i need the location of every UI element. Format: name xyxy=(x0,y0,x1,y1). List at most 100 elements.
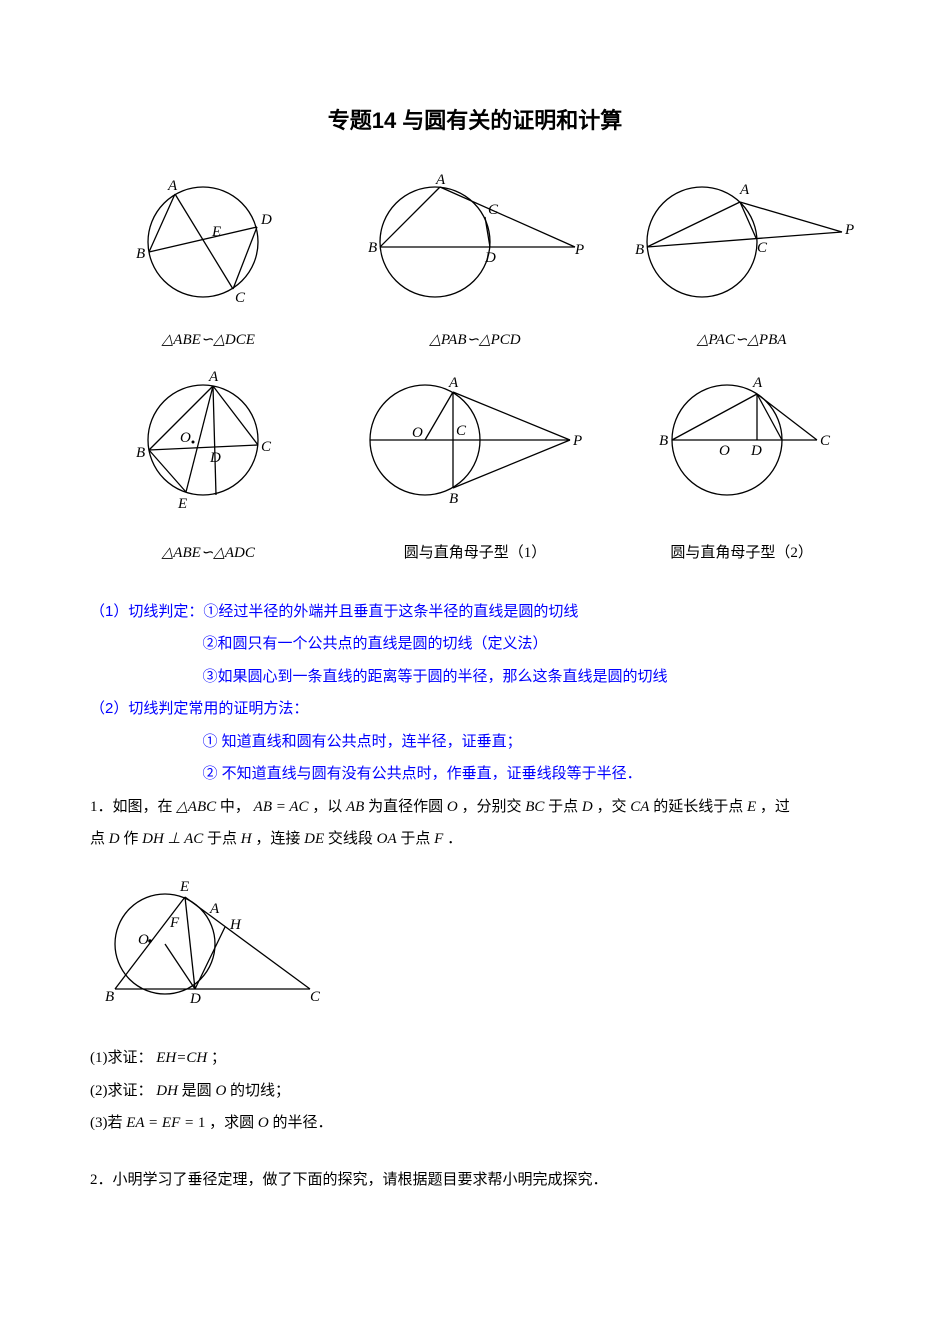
diagram-svg: A B C D E O xyxy=(118,365,298,525)
math: OA xyxy=(377,831,397,847)
diagram-caption: △ABE∽△DCE xyxy=(90,326,327,355)
diagram-1-3: A B C P △PAC∽△PBA xyxy=(623,172,860,355)
question-1-part1: (1)求证： EH=CH ； xyxy=(90,1044,860,1073)
text: 交线段 xyxy=(328,831,377,847)
math: AB xyxy=(346,799,364,815)
diagram-caption: 圆与直角母子型（2） xyxy=(623,539,860,568)
note-line: （1）切线判定：①经过半径的外端并且垂直于这条半径的直线是圆的切线 xyxy=(90,598,860,627)
math: EH=CH xyxy=(156,1050,207,1066)
diagram-svg: A B C D E xyxy=(118,172,298,312)
question-1: 1．如图，在 △ABC 中， AB = AC ，以 AB 为直径作圆 O ，分别… xyxy=(90,793,860,822)
math: AB = AC xyxy=(254,799,309,815)
note-line: （2）切线判定常用的证明方法： xyxy=(90,695,860,724)
note-line: ②和圆只有一个公共点的直线是圆的切线（定义法） xyxy=(90,630,860,659)
math: O xyxy=(215,1083,226,1099)
math: E xyxy=(747,799,756,815)
math: DH xyxy=(156,1083,178,1099)
text: 的延长线于点 xyxy=(653,799,747,815)
diagram-2-2: A B C O P 圆与直角母子型（1） xyxy=(357,365,594,568)
text: ； xyxy=(211,1050,226,1066)
math: DE xyxy=(304,831,324,847)
point-label: O xyxy=(412,425,423,441)
text: 的切线； xyxy=(230,1083,290,1099)
question-1-part2: (2)求证： DH 是圆 O 的切线； xyxy=(90,1077,860,1106)
question-2: 2．小明学习了垂径定理，做了下面的探究，请根据题目要求帮小明完成探究． xyxy=(90,1166,860,1195)
math: H xyxy=(241,831,252,847)
math: △ABC xyxy=(176,799,216,815)
text: ，求圆 xyxy=(209,1115,254,1131)
diagram-caption: △PAC∽△PBA xyxy=(623,326,860,355)
point-label: C xyxy=(261,439,272,455)
point-label: H xyxy=(229,917,242,933)
point-label: B xyxy=(105,989,114,1005)
math: O xyxy=(258,1115,269,1131)
question-1-line2: 点 D 作 DH ⊥ AC 于点 H ，连接 DE 交线段 OA 于点 F ． xyxy=(90,825,860,854)
point-label: A xyxy=(167,178,178,194)
point-label: D xyxy=(260,212,272,228)
diagram-2-1: A B C D E O △ABE∽△ADC xyxy=(90,365,327,568)
point-label: C xyxy=(235,290,246,306)
point-label: O xyxy=(719,443,730,459)
point-label: B xyxy=(136,445,145,461)
note-line: ③如果圆心到一条直线的距离等于圆的半径，那么这条直线是圆的切线 xyxy=(90,663,860,692)
point-label: C xyxy=(488,202,499,218)
text: 于点 xyxy=(400,831,434,847)
text: 的半径． xyxy=(272,1115,332,1131)
point-label: E xyxy=(177,496,187,512)
page-title: 专题14 与圆有关的证明和计算 xyxy=(90,100,860,142)
math: EA = EF = xyxy=(126,1115,198,1131)
point-label: A xyxy=(209,901,220,917)
point-label: O xyxy=(138,932,149,948)
diagram-caption: △PAB∽△PCD xyxy=(357,326,594,355)
point-label: P xyxy=(572,433,582,449)
math: DH ⊥ AC xyxy=(142,831,203,847)
text: 1．如图，在 xyxy=(90,799,173,815)
point-label: D xyxy=(750,443,762,459)
diagram-1-2: A B C D P △PAB∽△PCD xyxy=(357,172,594,355)
diagram-caption: △ABE∽△ADC xyxy=(90,539,327,568)
text: 中， xyxy=(220,799,250,815)
point-label: E xyxy=(211,224,221,240)
math: D xyxy=(582,799,593,815)
diagram-svg: A B C O P xyxy=(360,365,590,525)
diagram-svg: A B C D O xyxy=(637,365,847,525)
math: O xyxy=(447,799,458,815)
point-label: C xyxy=(456,423,467,439)
text: ，交 xyxy=(597,799,631,815)
text: 点 xyxy=(90,831,109,847)
point-label: P xyxy=(844,222,854,238)
text: ，分别交 xyxy=(461,799,525,815)
point-label: A xyxy=(448,375,459,391)
point-label: A xyxy=(739,182,750,198)
diagram-1-1: A B C D E △ABE∽△DCE xyxy=(90,172,327,355)
point-label: D xyxy=(484,250,496,266)
point-label: C xyxy=(757,240,768,256)
point-label: B xyxy=(136,246,145,262)
text: 于点 xyxy=(207,831,241,847)
point-label: C xyxy=(310,989,320,1005)
text: (2)求证： xyxy=(90,1083,153,1099)
note-line: ② 不知道直线与圆有没有公共点时，作垂直，证垂线段等于半径． xyxy=(90,760,860,789)
question-1-figure: E A F H O B D C xyxy=(100,869,860,1030)
math: BC xyxy=(525,799,544,815)
point-label: A xyxy=(752,375,763,391)
point-label: B xyxy=(635,242,644,258)
diagram-caption: 圆与直角母子型（1） xyxy=(357,539,594,568)
text: ，连接 xyxy=(255,831,304,847)
text: ． xyxy=(447,831,462,847)
point-label: C xyxy=(820,433,831,449)
point-label: O xyxy=(180,430,191,446)
diagram-grid: A B C D E △ABE∽△DCE A B C D P △PAB∽△PCD xyxy=(90,172,860,568)
point-label: B xyxy=(449,491,458,507)
text: 作 xyxy=(123,831,142,847)
point-label: D xyxy=(209,450,221,466)
point-label: A xyxy=(208,369,219,385)
diagram-svg: A B C D P xyxy=(360,172,590,312)
text: (1)求证： xyxy=(90,1050,153,1066)
math: D xyxy=(109,831,120,847)
point-label: P xyxy=(574,242,584,258)
question-1-part3: (3)若 EA = EF = 1 ，求圆 O 的半径． xyxy=(90,1109,860,1138)
point-label: B xyxy=(659,433,668,449)
diagram-svg: E A F H O B D C xyxy=(100,869,320,1019)
diagram-2-3: A B C D O 圆与直角母子型（2） xyxy=(623,365,860,568)
